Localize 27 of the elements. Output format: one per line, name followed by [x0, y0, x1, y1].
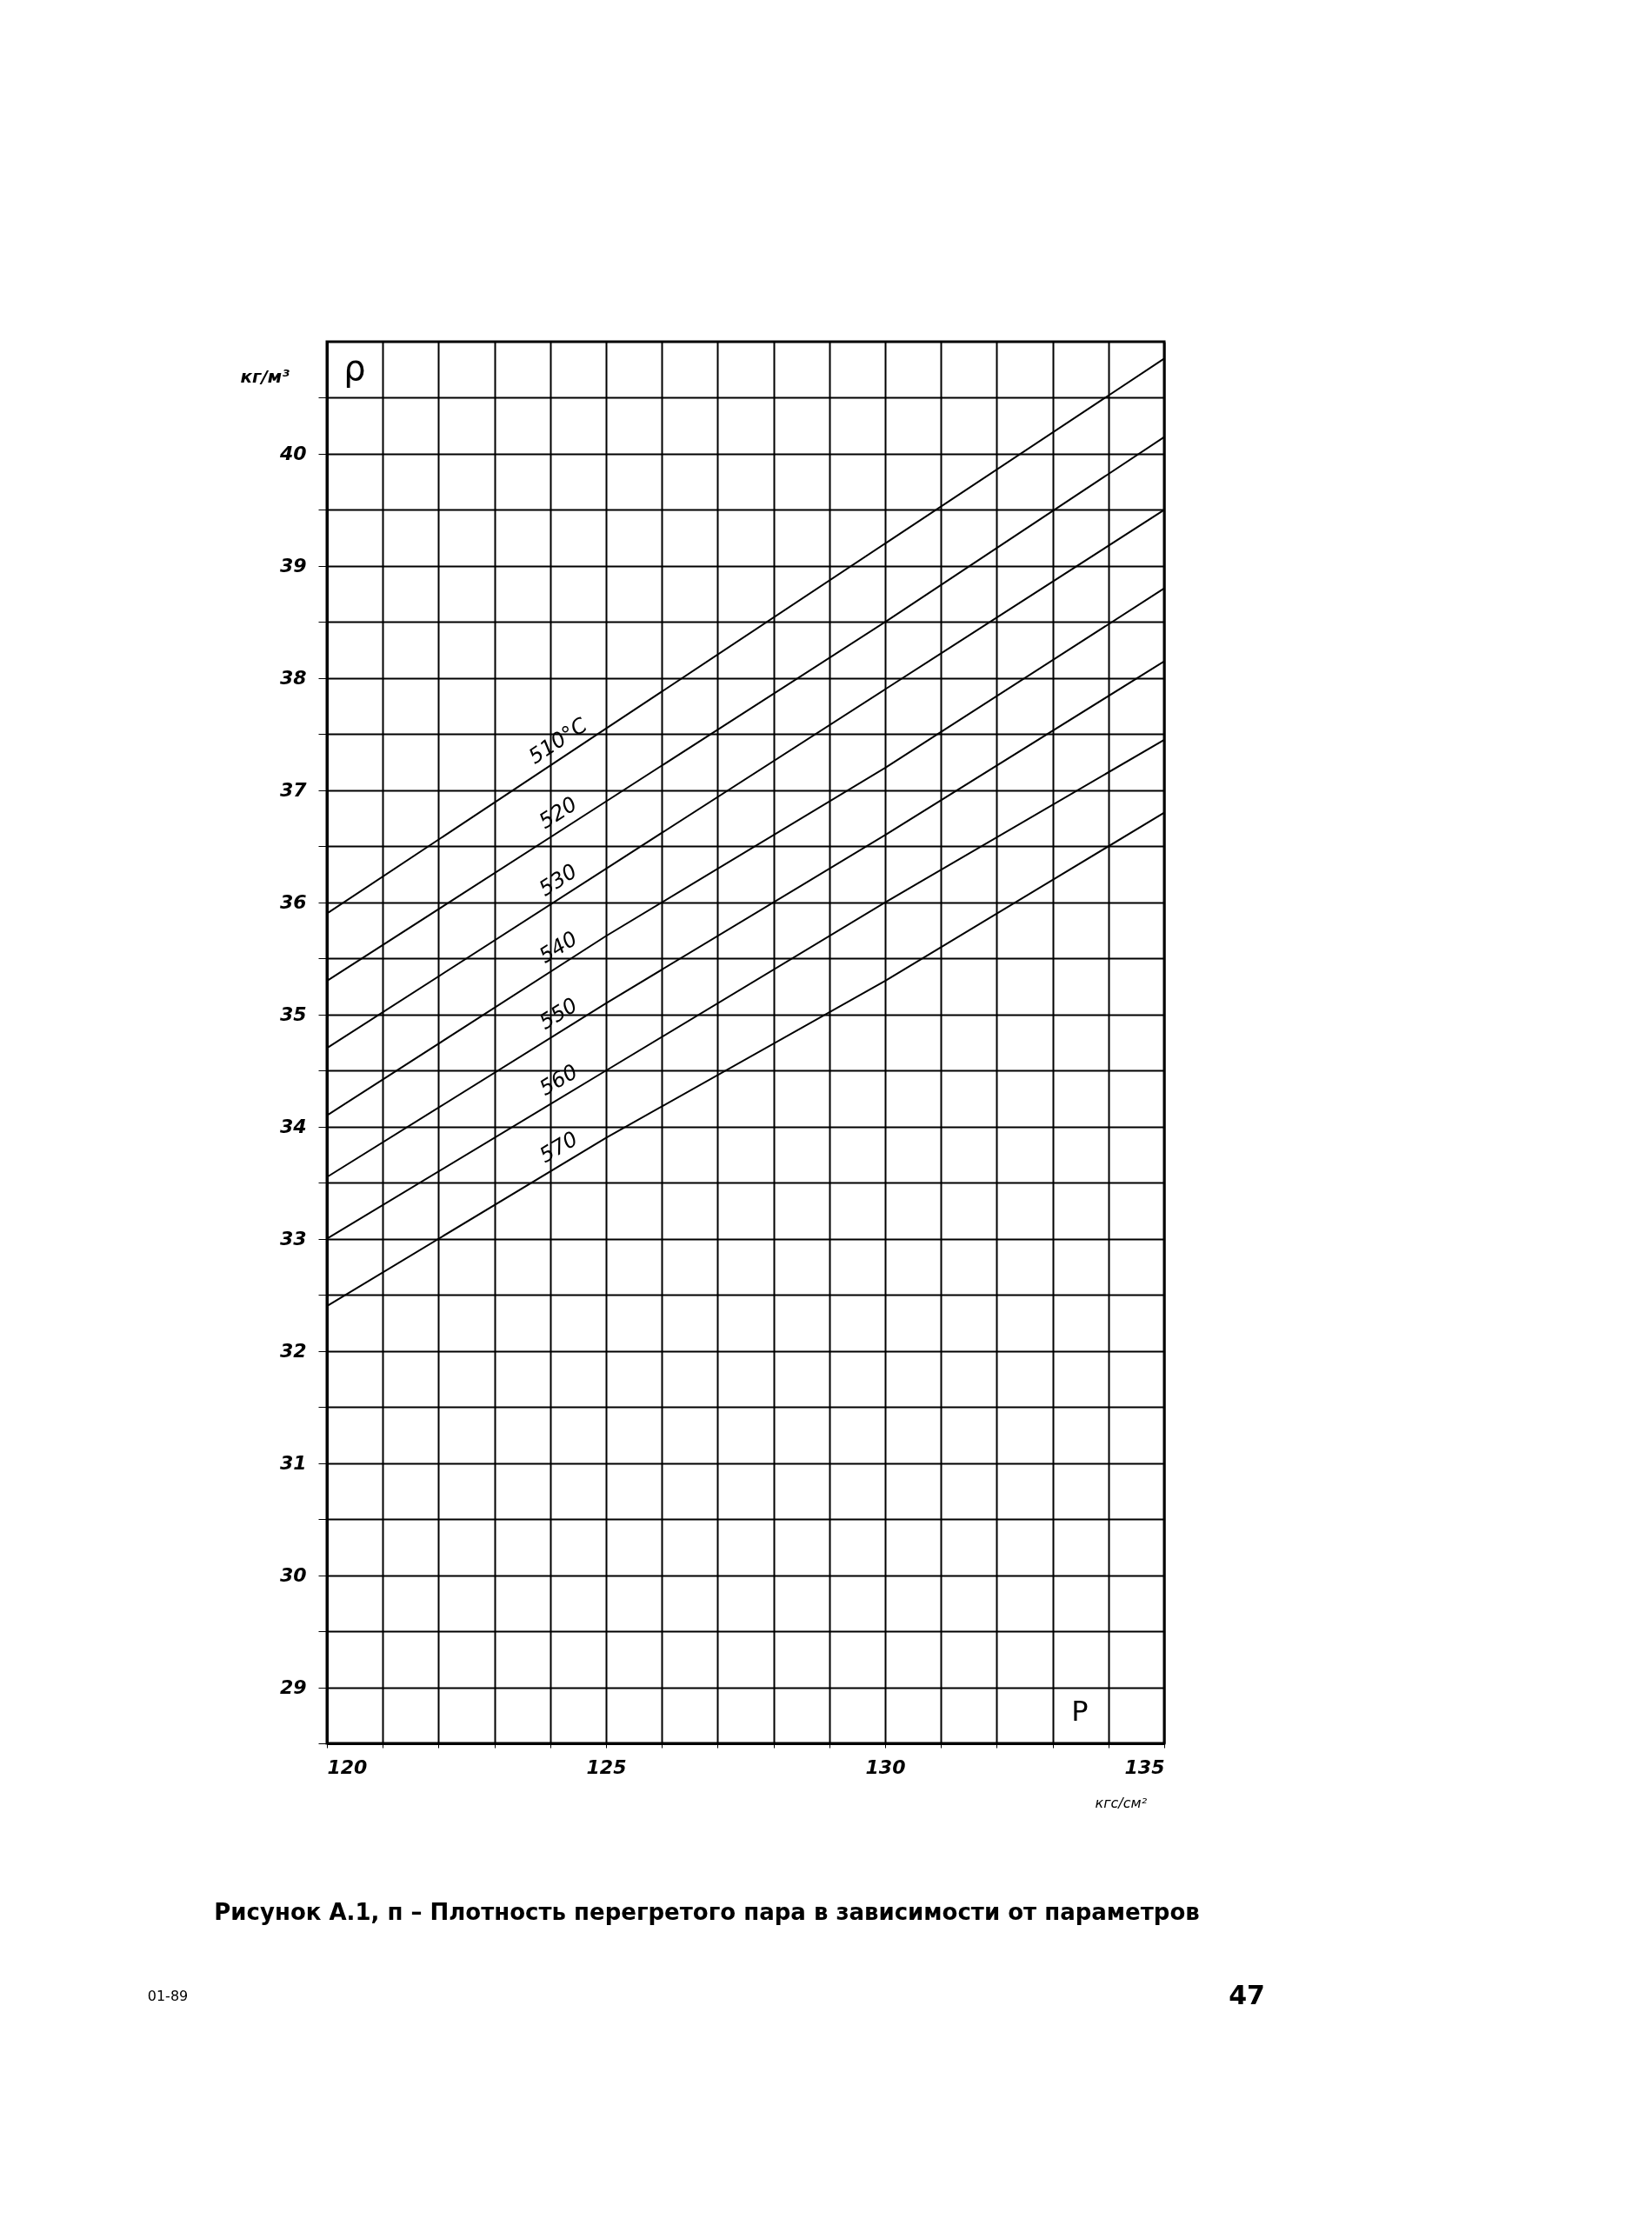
y-tick-label: 34: [279, 1116, 307, 1138]
y-tick-label: 30: [279, 1564, 307, 1587]
y-axis-title: кг/м³: [240, 365, 290, 387]
y-tick-label: 33: [279, 1228, 307, 1250]
x-axis-title: кгс/см²: [1095, 1794, 1148, 1811]
text: 530: [534, 858, 582, 902]
x-tick-label: 130: [865, 1756, 906, 1778]
annotation: ρ: [343, 348, 366, 388]
y-tick-label: 32: [279, 1340, 307, 1363]
y-tick-label: 40: [278, 443, 307, 465]
x-tick-label: 135: [1124, 1756, 1165, 1778]
y-tick-label: 35: [279, 1003, 307, 1026]
text: 01-89: [147, 1988, 189, 2004]
text: 570: [535, 1126, 583, 1169]
y-tick-label: 36: [279, 891, 307, 914]
y-tick-label: 39: [279, 555, 307, 577]
y-tick-label: 29: [279, 1676, 307, 1699]
text: 520: [534, 791, 582, 834]
annotation: P: [1071, 1695, 1089, 1728]
text: Рисунок А.1, п – Плотность перегретого пара в зависимости от параметров: [214, 1899, 1200, 1925]
x-tick-label: 125: [586, 1756, 627, 1778]
y-tick-label: 37: [279, 779, 308, 802]
text: 47: [1229, 1980, 1265, 2010]
y-tick-label: 38: [279, 667, 307, 690]
text: 540: [535, 926, 582, 969]
x-tick-label: 120: [327, 1756, 368, 1778]
y-tick-label: 31: [279, 1452, 307, 1475]
